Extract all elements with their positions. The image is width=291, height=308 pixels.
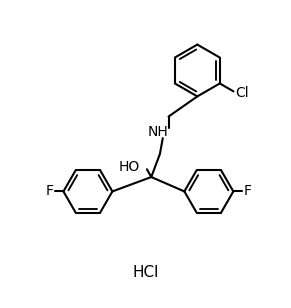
Text: F: F [46, 184, 54, 198]
Text: NH: NH [148, 125, 169, 140]
Text: HO: HO [119, 160, 140, 174]
Text: Cl: Cl [235, 86, 249, 100]
Text: HCl: HCl [132, 265, 159, 280]
Text: F: F [243, 184, 251, 198]
